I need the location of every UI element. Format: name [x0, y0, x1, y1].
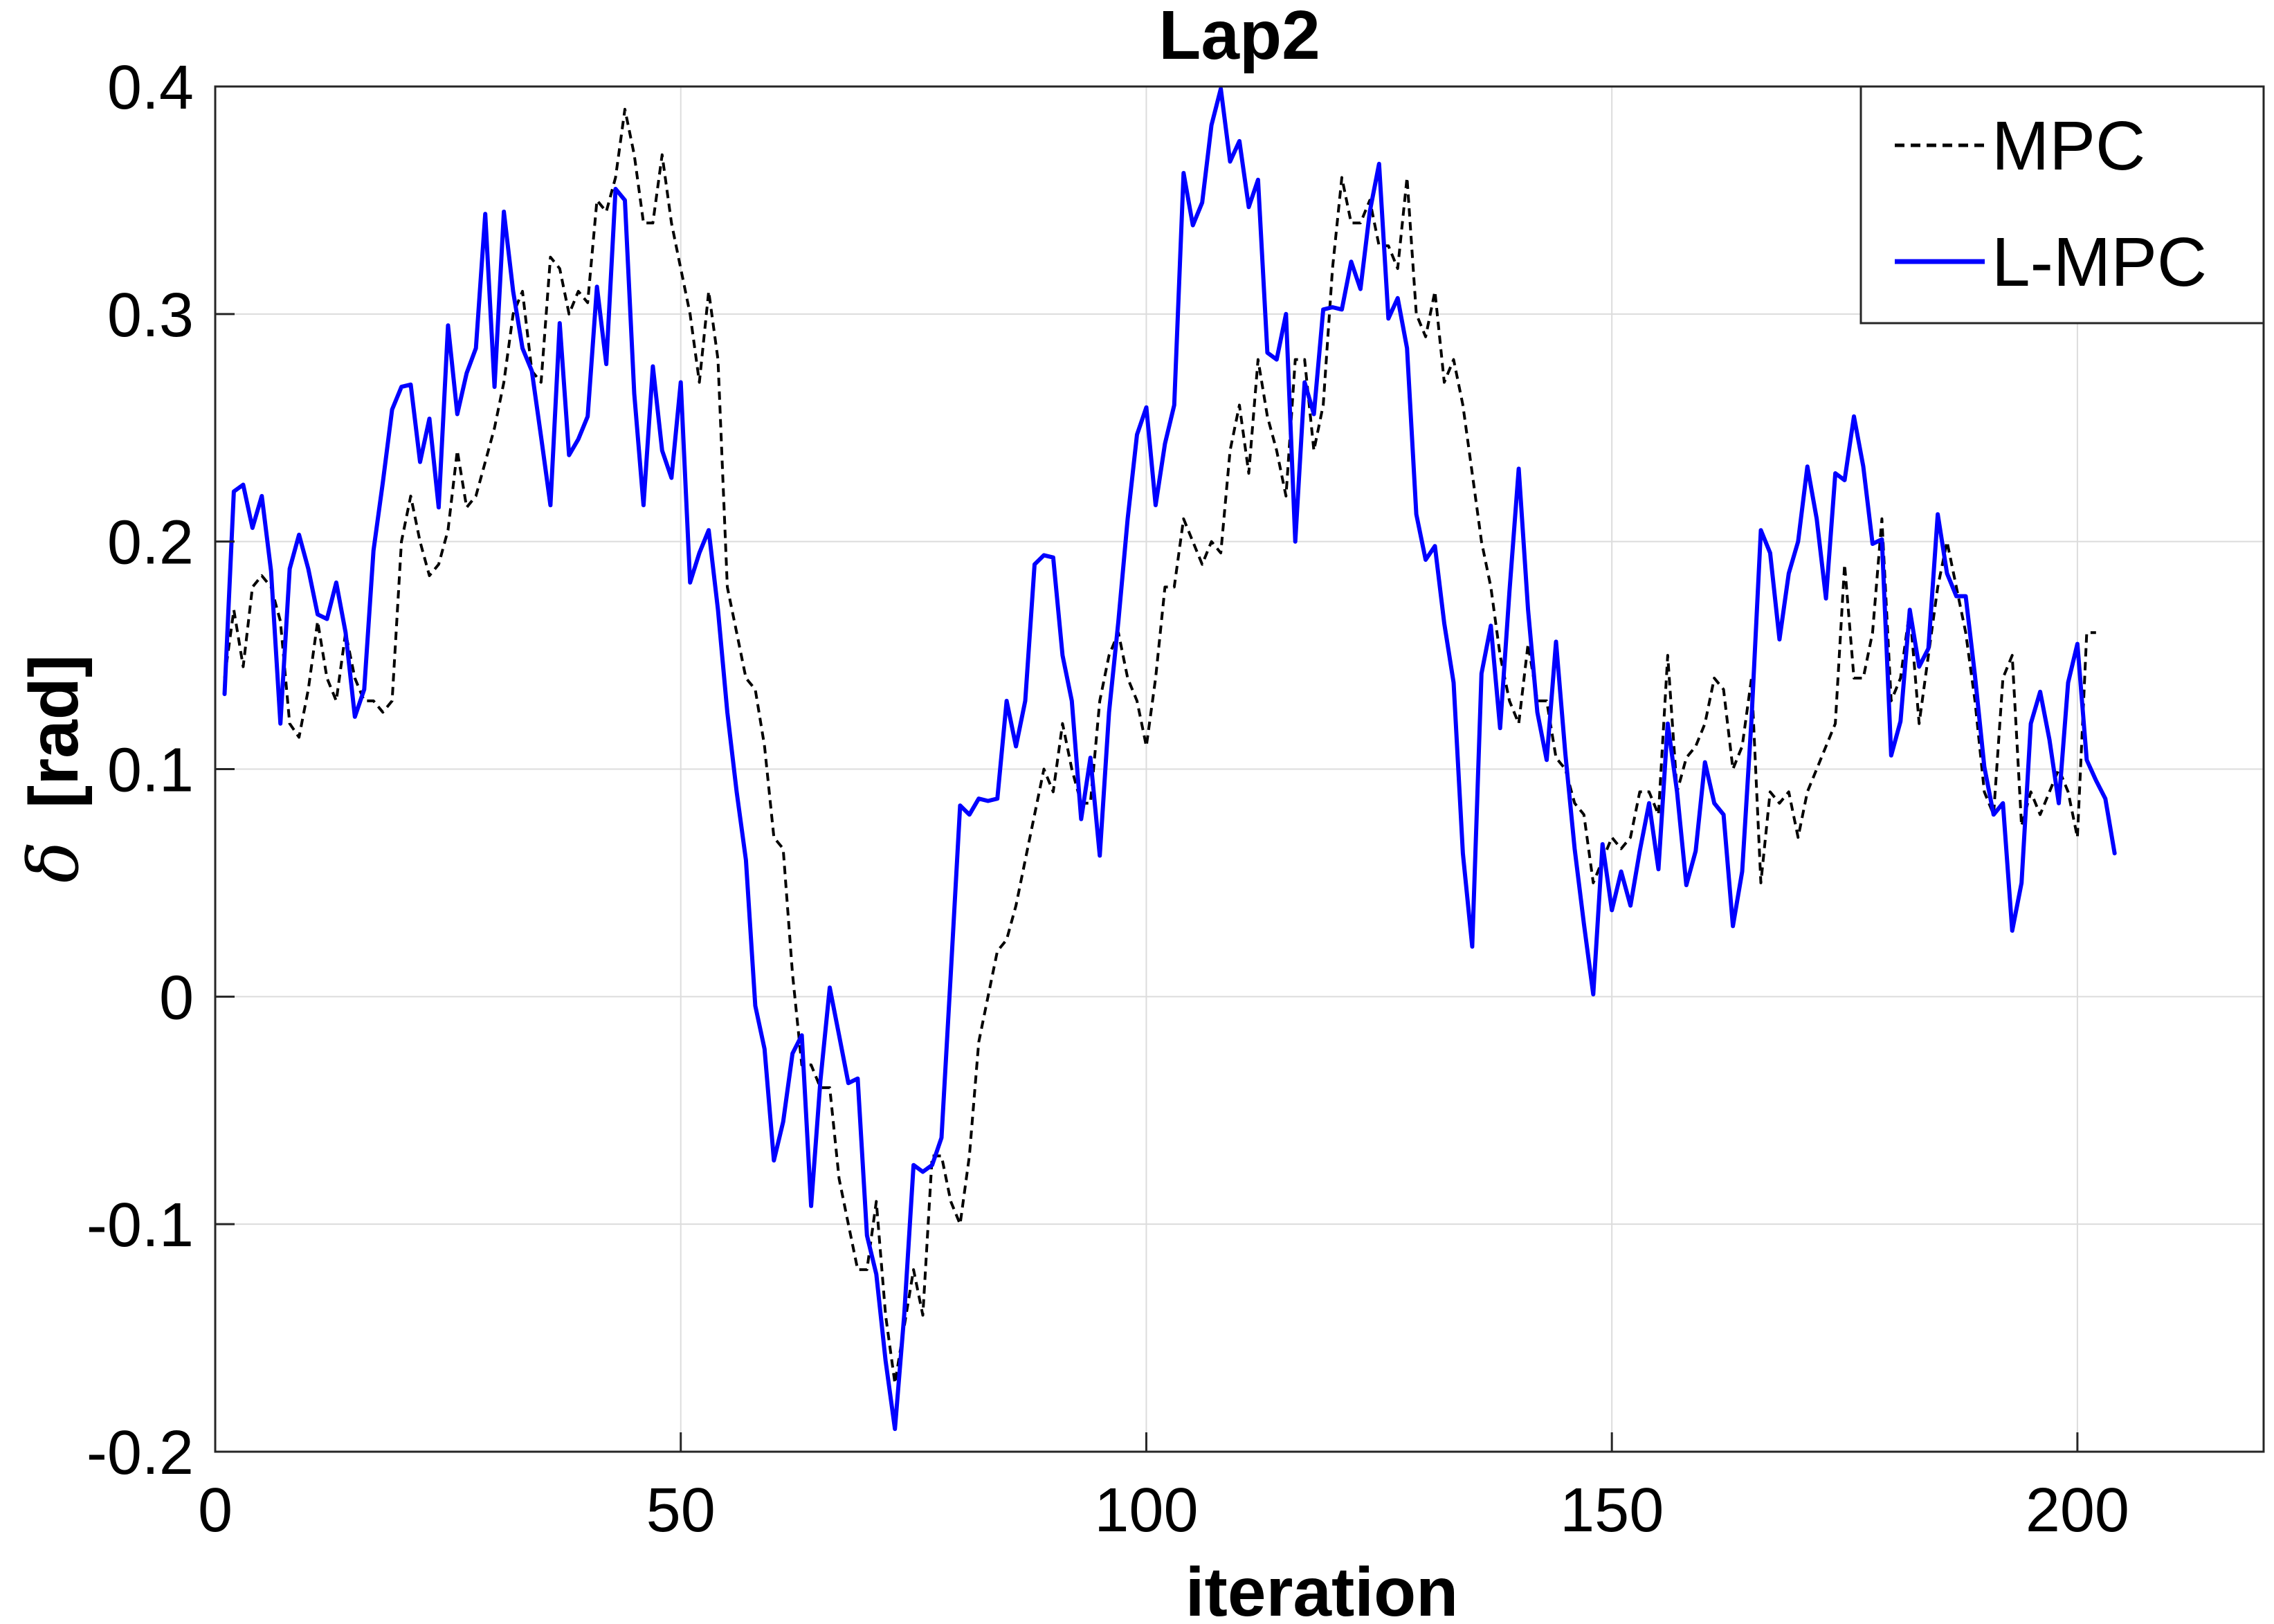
legend-lmpc-label: L-MPC — [1992, 223, 2207, 301]
series-line-l-mpc — [222, 86, 2117, 1432]
y-axis-label-symbol: δ — [13, 841, 94, 883]
y-axis-label-unit: [rad] — [15, 655, 93, 808]
x-tick-labels: 0 50 100 150 200 — [198, 1432, 2129, 1545]
y-tick-labels: -0.2 -0.1 0 0.1 0.2 0.3 0.4 — [87, 53, 235, 1488]
svg-text:δ [rad]: δ [rad] — [13, 655, 94, 883]
x-tick-label: 0 — [198, 1476, 233, 1545]
x-tick-label: 100 — [1094, 1476, 1198, 1545]
y-tick-label: 0.3 — [107, 281, 194, 350]
legend: MPC L-MPC — [1859, 85, 2265, 325]
y-axis-label: δ [rad] — [13, 655, 94, 883]
y-tick-label: -0.2 — [87, 1418, 194, 1488]
x-tick-label: 150 — [1560, 1476, 1664, 1545]
y-tick-label: 0.4 — [107, 53, 194, 122]
y-tick-label: 0.1 — [107, 736, 194, 805]
y-tick-label: 0.2 — [107, 509, 194, 578]
series-line-mpc — [223, 107, 2096, 1385]
series-layer — [222, 86, 2117, 1432]
legend-box — [1859, 85, 2265, 325]
x-tick-label: 200 — [2026, 1476, 2129, 1545]
x-axis-label: iteration — [1185, 1553, 1458, 1624]
y-tick-label: 0 — [159, 963, 194, 1032]
chart-title: Lap2 — [1158, 0, 1320, 74]
legend-mpc-label: MPC — [1992, 107, 2145, 185]
x-tick-label: 50 — [646, 1476, 716, 1545]
y-tick-label: -0.1 — [87, 1191, 194, 1260]
